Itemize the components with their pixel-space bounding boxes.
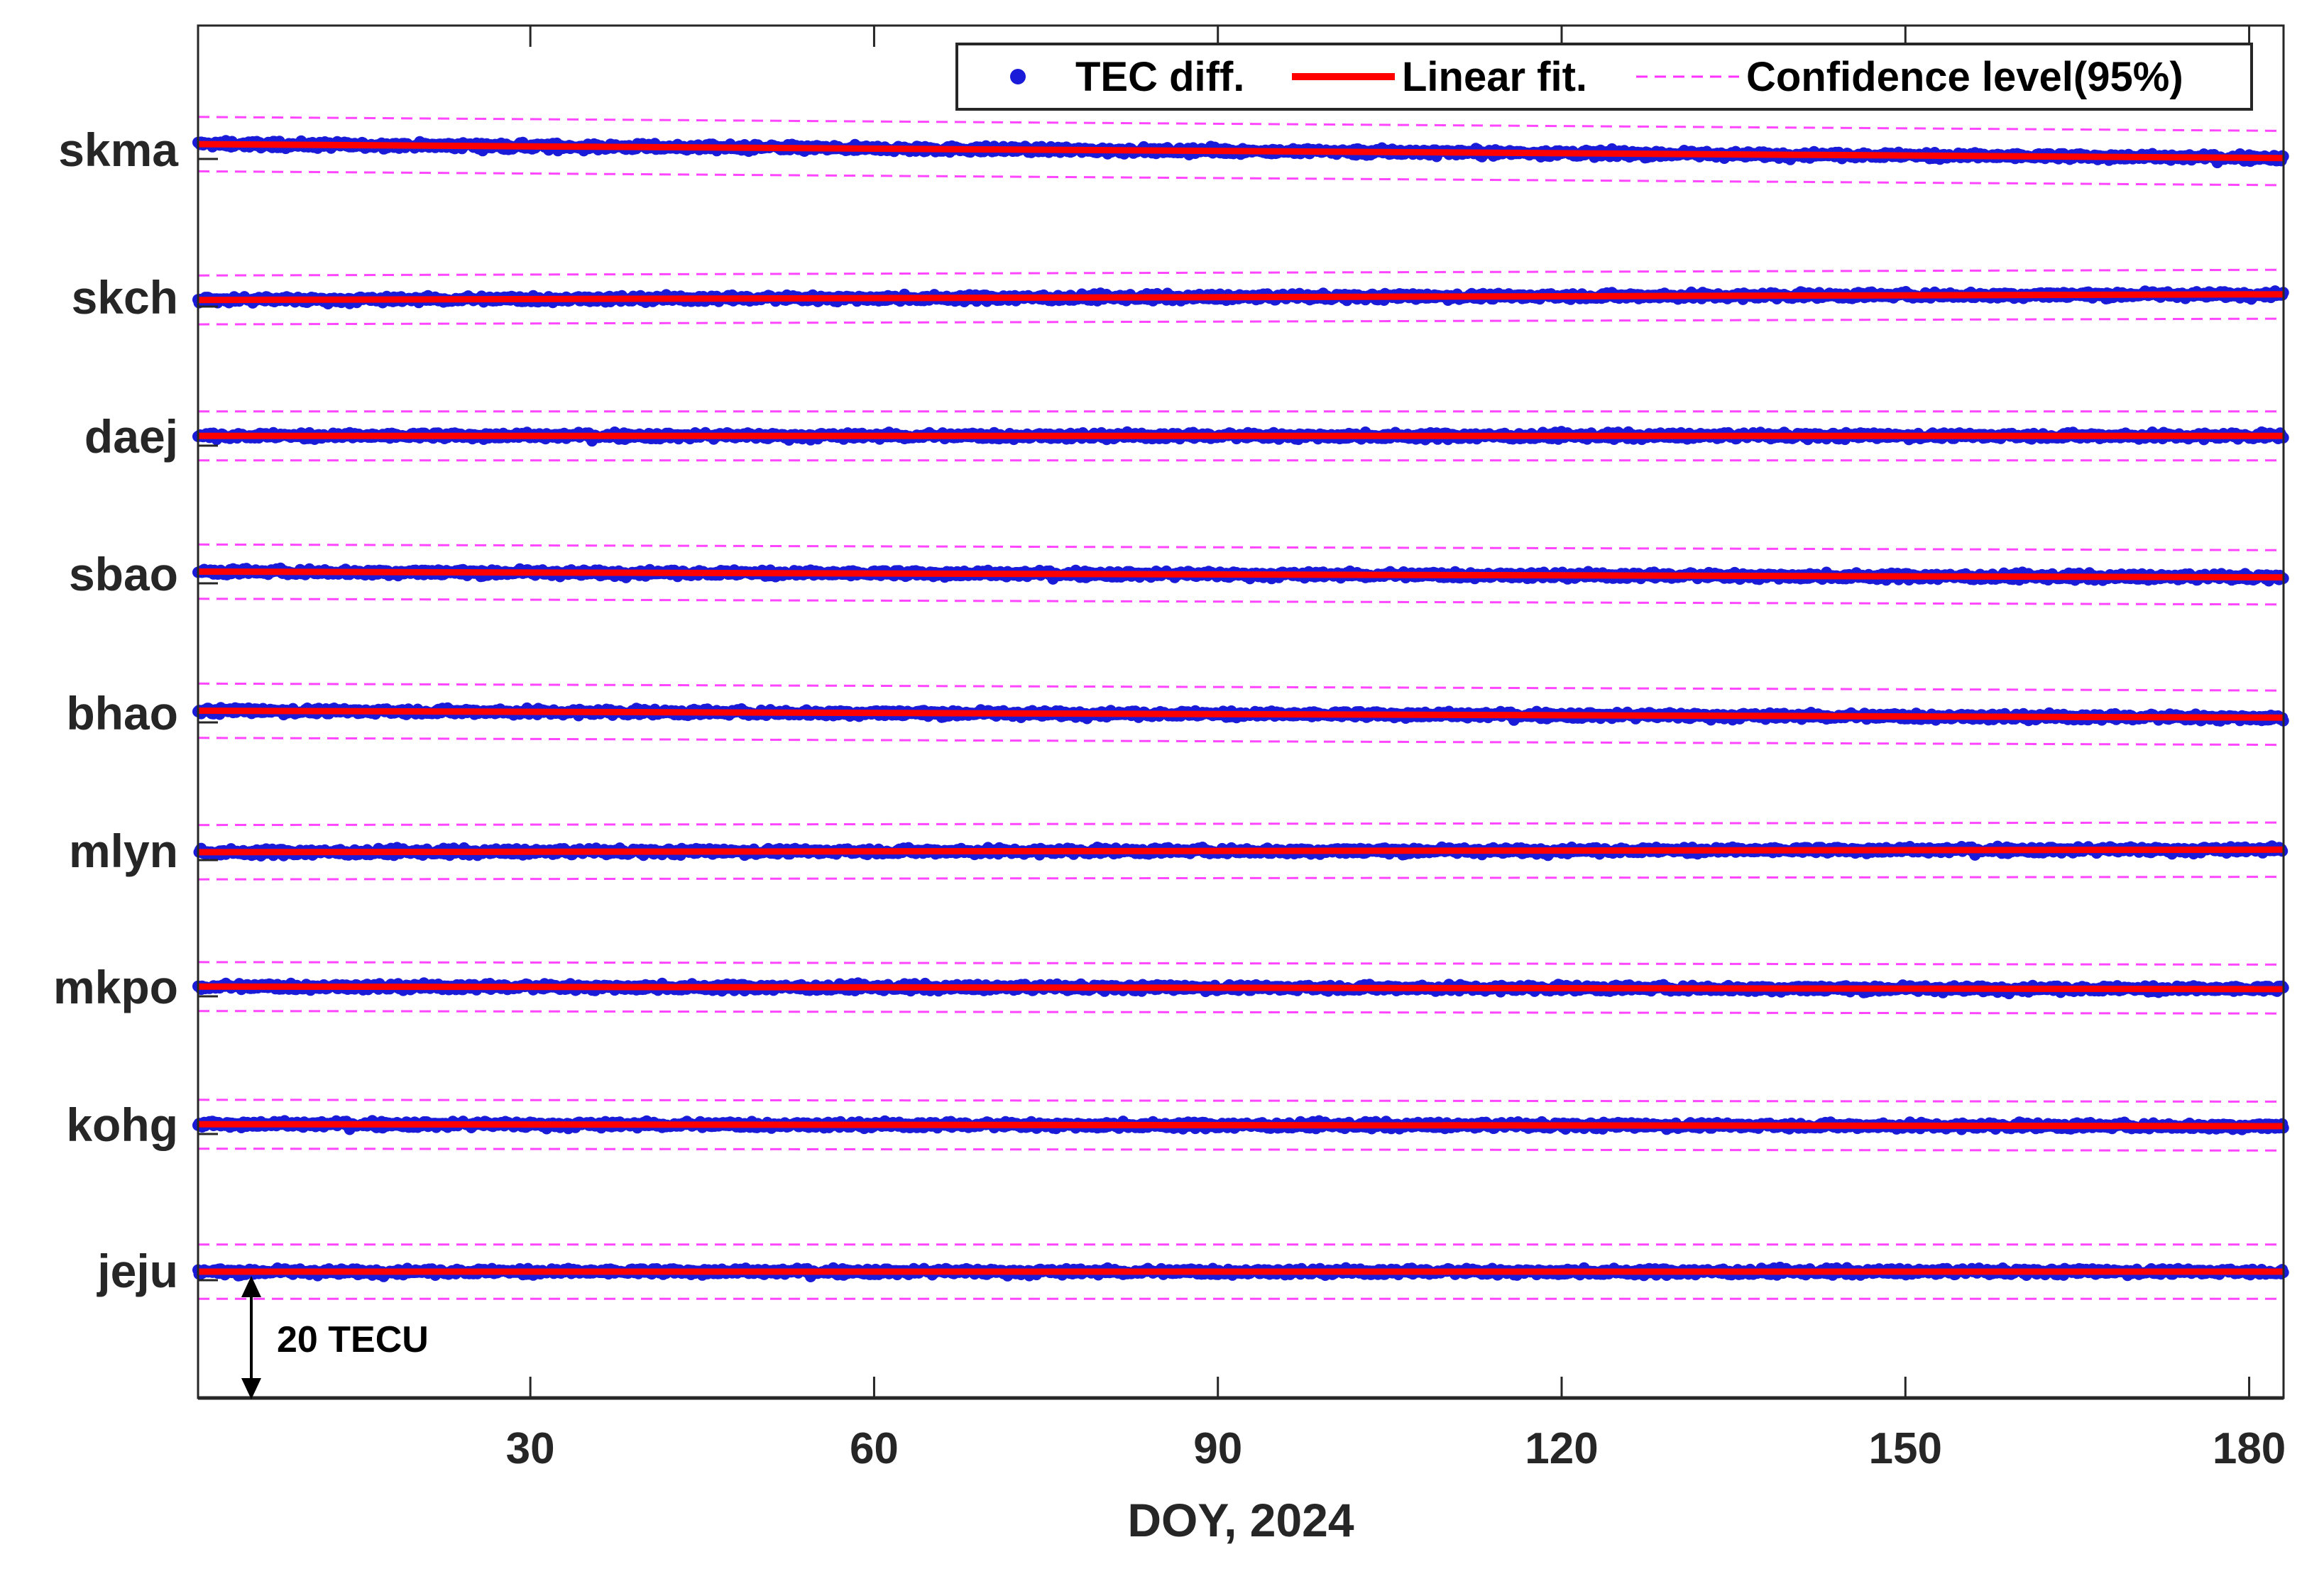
- y-tick-label-skma: skma: [58, 123, 179, 176]
- confidence-line: [197, 1010, 2284, 1015]
- confidence-line: [197, 116, 2284, 132]
- series-bhao: [192, 682, 2289, 747]
- legend-box: [955, 43, 2253, 111]
- linear-fit-line: [197, 568, 2284, 581]
- legend-label-tec-diff: TEC diff.: [1075, 54, 1244, 100]
- series-mkpo: [192, 961, 2289, 1015]
- confidence-line: [197, 598, 2284, 606]
- plot-area: [192, 116, 2289, 1300]
- x-tick-label: 60: [850, 1424, 899, 1473]
- series-daej: [192, 410, 2289, 462]
- confidence-line: [197, 1147, 2284, 1152]
- confidence-line: [197, 268, 2284, 277]
- confidence-line: [197, 170, 2284, 187]
- y-tick-label-daej: daej: [84, 410, 178, 463]
- x-tick-label: 180: [2213, 1424, 2286, 1473]
- confidence-line: [197, 961, 2284, 966]
- axes: [197, 24, 2285, 1400]
- confidence-line: [197, 876, 2284, 881]
- x-axis-tick-labels: 30 60 90 120 150 180: [506, 1424, 2286, 1473]
- confidence-line: [197, 737, 2284, 747]
- linear-fit-line: [197, 708, 2284, 721]
- series-mlyn: [193, 821, 2289, 881]
- linear-fit-line: [197, 983, 2284, 993]
- legend-label-linear-fit: Linear fit.: [1402, 54, 1587, 100]
- scale-arrow-down-icon: [241, 1378, 261, 1399]
- y-tick-label-sbao: sbao: [69, 548, 178, 600]
- legend-marker-tec-diff-icon: [1010, 69, 1026, 84]
- linear-fit-line: [197, 291, 2284, 304]
- linear-fit-line: [197, 846, 2284, 856]
- confidence-line: [197, 821, 2284, 827]
- legend: TEC diff. Linear fit. Confidence level(9…: [955, 43, 2253, 111]
- series-sbao: [192, 543, 2289, 606]
- confidence-line: [197, 543, 2284, 551]
- series-skch: [192, 268, 2289, 326]
- scale-annotation-label: 20 TECU: [277, 1319, 429, 1360]
- legend-label-confidence-level: Confidence level(95%): [1746, 54, 2183, 100]
- y-tick-label-mlyn: mlyn: [69, 825, 178, 877]
- series-skma: [192, 116, 2289, 187]
- series-kohg: [192, 1099, 2289, 1152]
- x-tick-label: 30: [506, 1424, 555, 1473]
- y-axis-station-labels: skma skch daej sbao bhao mlyn mkpo kohg jeju: [53, 123, 179, 1297]
- y-tick-label-mkpo: mkpo: [53, 961, 178, 1013]
- y-tick-label-kohg: kohg: [66, 1099, 178, 1151]
- x-tick-label: 150: [1869, 1424, 1942, 1473]
- y-tick-label-jeju: jeju: [96, 1245, 178, 1297]
- confidence-line: [197, 682, 2284, 692]
- linear-fit-line: [197, 1121, 2284, 1130]
- y-tick-label-bhao: bhao: [66, 687, 178, 739]
- x-tick-label: 90: [1193, 1424, 1242, 1473]
- linear-fit-line: [197, 141, 2284, 162]
- series-jeju: [192, 1243, 2289, 1300]
- y-tick-label-skch: skch: [72, 271, 178, 324]
- scale-annotation: 20 TECU: [241, 1276, 429, 1399]
- x-tick-label: 120: [1525, 1424, 1598, 1473]
- x-axis-label: DOY, 2024: [1127, 1494, 1354, 1546]
- confidence-line: [197, 1099, 2284, 1103]
- scale-arrow-up-icon: [241, 1276, 261, 1297]
- confidence-line: [197, 317, 2284, 326]
